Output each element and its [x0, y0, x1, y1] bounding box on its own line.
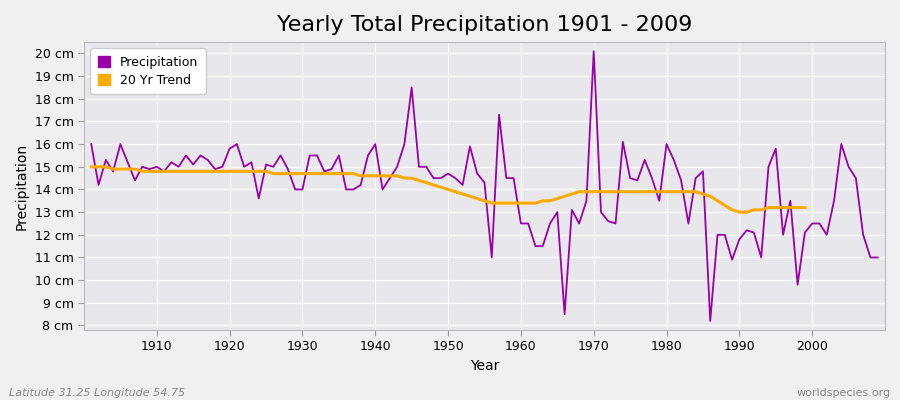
Precipitation — [304, 153, 315, 158]
Precipitation — [348, 187, 359, 192]
20 Yr Trend — [253, 169, 264, 174]
Precipitation — [516, 221, 526, 226]
Precipitation — [872, 255, 883, 260]
Precipitation — [705, 318, 716, 323]
Line: 20 Yr Trend: 20 Yr Trend — [91, 167, 805, 212]
Text: Latitude 31.25 Longitude 54.75: Latitude 31.25 Longitude 54.75 — [9, 388, 185, 398]
20 Yr Trend — [443, 187, 454, 192]
Title: Yearly Total Precipitation 1901 - 2009: Yearly Total Precipitation 1901 - 2009 — [277, 15, 692, 35]
20 Yr Trend — [86, 164, 96, 169]
Line: Precipitation: Precipitation — [91, 51, 878, 321]
X-axis label: Year: Year — [470, 359, 500, 373]
Precipitation — [508, 176, 519, 180]
20 Yr Trend — [464, 194, 475, 199]
Precipitation — [610, 221, 621, 226]
Text: worldspecies.org: worldspecies.org — [796, 388, 891, 398]
20 Yr Trend — [646, 189, 657, 194]
Precipitation — [86, 142, 96, 146]
Precipitation — [589, 49, 599, 54]
20 Yr Trend — [275, 171, 286, 176]
Legend: Precipitation, 20 Yr Trend: Precipitation, 20 Yr Trend — [90, 48, 206, 94]
Precipitation — [144, 167, 155, 172]
20 Yr Trend — [304, 171, 315, 176]
20 Yr Trend — [734, 210, 745, 214]
Y-axis label: Precipitation: Precipitation — [15, 142, 29, 230]
20 Yr Trend — [799, 205, 810, 210]
